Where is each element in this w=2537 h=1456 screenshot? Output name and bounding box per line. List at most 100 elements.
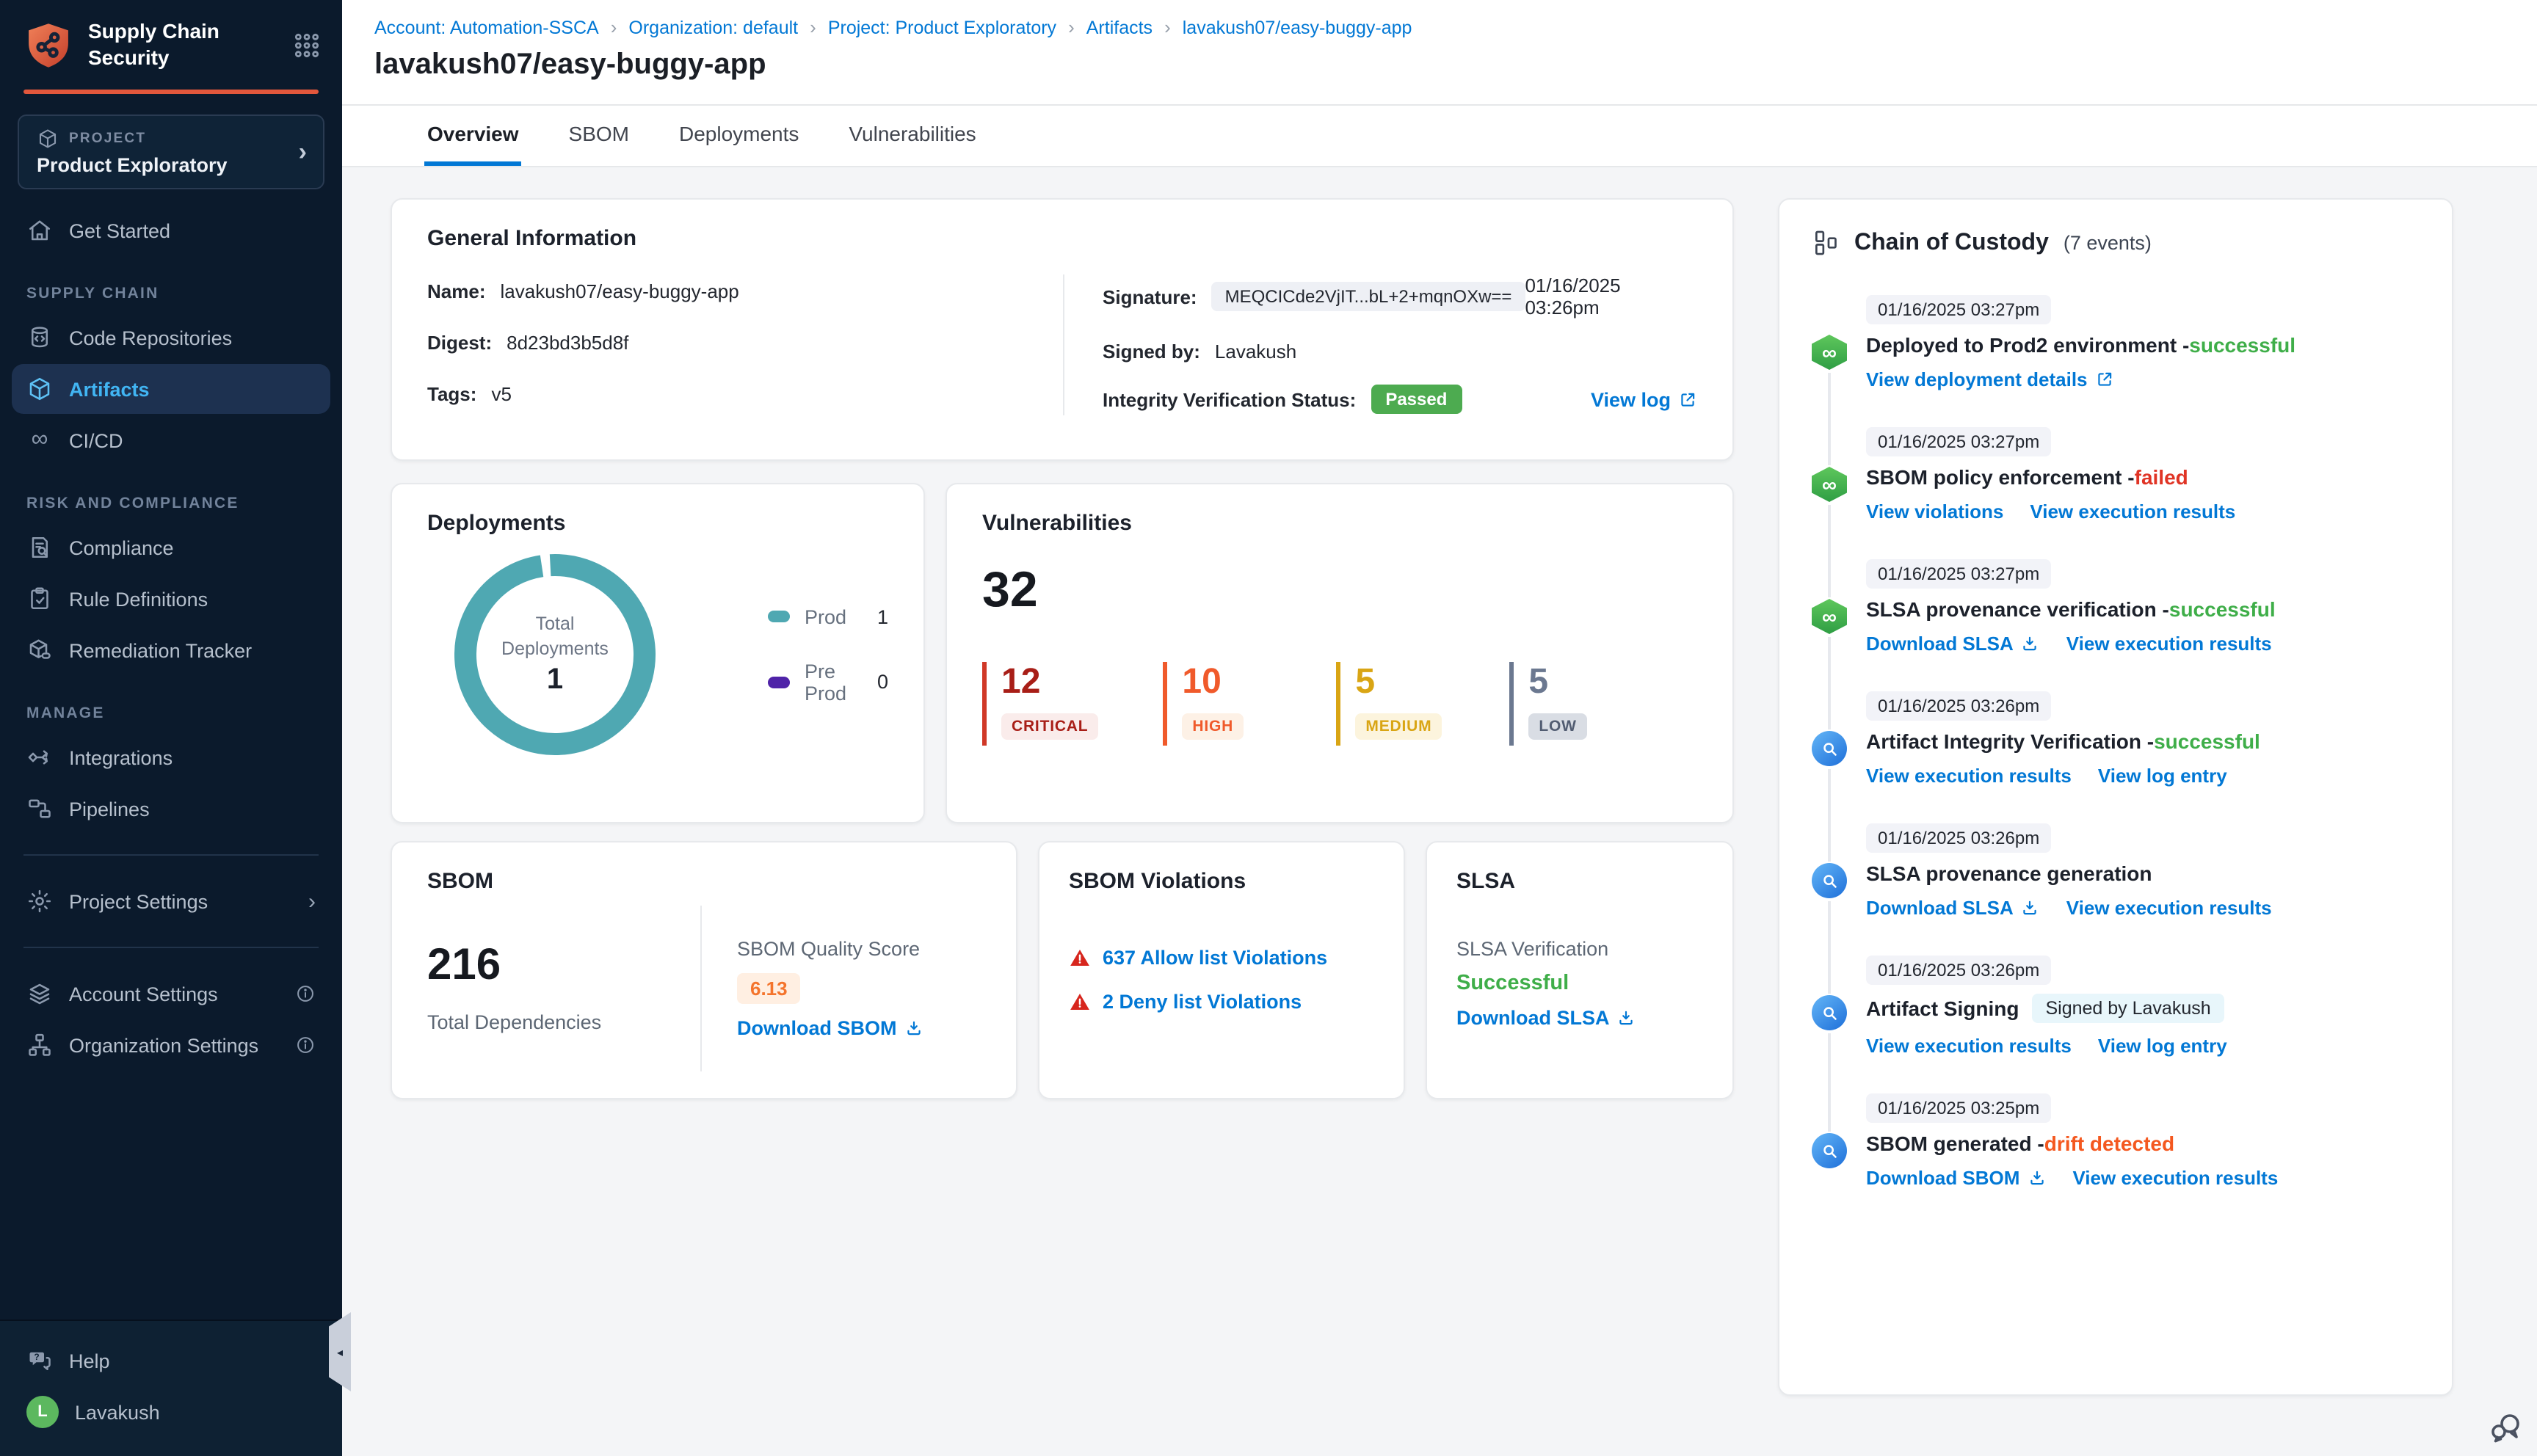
sidebar-item-artifacts[interactable]: Artifacts <box>12 364 330 414</box>
sbom-card: SBOM 216 Total Dependencies SBOM Quality… <box>391 841 1017 1099</box>
sidebar-item-label: Organization Settings <box>69 1034 259 1056</box>
tab-overview[interactable]: Overview <box>424 106 522 166</box>
tab-sbom[interactable]: SBOM <box>568 122 629 145</box>
tab-vulnerabilities[interactable]: Vulnerabilities <box>849 122 976 145</box>
card-title: SLSA <box>1456 869 1516 894</box>
breadcrumb-current[interactable]: lavakush07/easy-buggy-app <box>1182 17 1412 37</box>
event-timestamp: 01/16/2025 03:27pm <box>1866 427 2052 456</box>
breadcrumb-artifacts[interactable]: Artifacts <box>1086 17 1153 37</box>
sidebar-item-get-started[interactable]: Get Started <box>12 205 330 255</box>
sidebar-item-rule-definitions[interactable]: Rule Definitions <box>12 574 330 624</box>
content: General Information Name: lavakush07/eas… <box>342 167 2537 1456</box>
pipeline-hexagon-icon: ∞ <box>1812 467 1847 502</box>
artifact-cube-icon <box>26 376 53 402</box>
sidebar-divider <box>23 854 319 856</box>
deny-list-violations-link[interactable]: 2 Deny list Violations <box>1103 991 1302 1013</box>
prod-swatch-icon <box>768 611 790 622</box>
sidebar-user-menu[interactable]: L Lavakush <box>12 1387 330 1437</box>
event-timestamp: 01/16/2025 03:26pm <box>1866 691 2052 721</box>
view-execution-results-link[interactable]: View execution results <box>2030 500 2236 523</box>
breadcrumb-project[interactable]: Project: Product Exploratory <box>827 17 1057 37</box>
view-execution-results-link[interactable]: View execution results <box>1866 1035 2072 1057</box>
chain-events-count: (7 events) <box>2063 232 2152 254</box>
sidebar-item-help[interactable]: ? Help <box>12 1336 330 1386</box>
integrations-icon <box>26 744 53 771</box>
view-execution-results-link[interactable]: View execution results <box>2072 1167 2279 1189</box>
event-timestamp: 01/16/2025 03:26pm <box>1866 823 2052 853</box>
sidebar-item-label: Rule Definitions <box>69 588 208 610</box>
download-sbom-link[interactable]: Download SBOM <box>737 1017 981 1039</box>
download-icon <box>1617 1008 1636 1027</box>
event-timestamp: 01/16/2025 03:27pm <box>1866 559 2052 589</box>
breadcrumb: Account: Automation-SSCA › Organization:… <box>374 16 2502 38</box>
box-wrench-icon <box>26 637 53 663</box>
card-title: General Information <box>427 226 637 251</box>
sidebar-item-pipelines[interactable]: Pipelines <box>12 784 330 834</box>
sidebar-collapse-handle[interactable]: ◂ <box>329 1312 351 1391</box>
allow-list-violations-link[interactable]: 637 Allow list Violations <box>1103 947 1328 969</box>
sidebar-item-label: Help <box>69 1350 110 1372</box>
sidebar: Supply Chain Security PROJECT Product Ex… <box>0 0 342 1456</box>
svg-text:?: ? <box>34 1352 39 1362</box>
sidebar-item-organization-settings[interactable]: Organization Settings <box>12 1020 330 1070</box>
deployments-donut-chart: Total Deployments 1 <box>445 545 665 765</box>
signature-row: Signature: MEQCICde2VjIT...bL+2+mqnOXw==… <box>1103 274 1697 318</box>
sidebar-item-code-repositories[interactable]: Code Repositories <box>12 313 330 363</box>
digest-row: Digest: 8d23bd3b5d8f <box>427 326 1063 358</box>
download-slsa-link[interactable]: Download SLSA <box>1866 633 2040 655</box>
project-selector[interactable]: PROJECT Product Exploratory › <box>18 114 324 189</box>
severity-breakdown: 12 CRITICAL 10 HIGH 5 MEDIUM <box>982 662 1697 746</box>
chat-icon[interactable] <box>2489 1410 2524 1446</box>
warning-triangle-icon <box>1069 991 1091 1013</box>
deployments-legend: Prod 1 Pre Prod 0 <box>768 605 888 704</box>
severity-badge: LOW <box>1528 713 1587 740</box>
view-execution-results-link[interactable]: View execution results <box>2066 897 2272 919</box>
signed-by-row: Signed by: Lavakush <box>1103 335 1697 367</box>
allow-list-violations-row: 637 Allow list Violations <box>1069 947 1374 969</box>
view-violations-link[interactable]: View violations <box>1866 500 2004 523</box>
tab-deployments[interactable]: Deployments <box>679 122 799 145</box>
view-log-link[interactable]: View log <box>1591 388 1697 410</box>
slsa-card: SLSA SLSA Verification Successful Downlo… <box>1426 841 1734 1099</box>
event-timestamp: 01/16/2025 03:26pm <box>1866 956 2052 985</box>
preprod-swatch-icon <box>768 676 790 688</box>
event-status: successful <box>2189 333 2296 357</box>
apps-grid-icon[interactable] <box>292 30 322 59</box>
download-sbom-link[interactable]: Download SBOM <box>1866 1167 2046 1189</box>
download-slsa-link[interactable]: Download SLSA <box>1456 1007 1703 1029</box>
page-title: lavakush07/easy-buggy-app <box>374 48 766 81</box>
sidebar-item-cicd[interactable]: ∞ CI/CD <box>12 415 330 465</box>
sidebar-item-remediation-tracker[interactable]: Remediation Tracker <box>12 625 330 675</box>
chain-events-timeline: ∞ 01/16/2025 03:27pm Deployed to Prod2 e… <box>1812 295 2420 1189</box>
download-slsa-link[interactable]: Download SLSA <box>1866 897 2040 919</box>
app-title: Supply Chain Security <box>88 19 219 68</box>
breadcrumb-account[interactable]: Account: Automation-SSCA <box>374 17 599 37</box>
compliance-doc-icon <box>26 534 53 561</box>
view-log-entry-link[interactable]: View log entry <box>2097 1035 2227 1057</box>
download-icon <box>2021 634 2040 653</box>
project-name: Product Exploratory <box>37 154 228 176</box>
project-label: PROJECT <box>69 131 147 147</box>
scan-circle-icon <box>1812 863 1847 898</box>
sidebar-item-account-settings[interactable]: Account Settings <box>12 969 330 1019</box>
sidebar-item-compliance[interactable]: Compliance <box>12 523 330 572</box>
download-icon <box>2027 1168 2046 1187</box>
view-deployment-details-link[interactable]: View deployment details <box>1866 368 2114 390</box>
breadcrumb-organization[interactable]: Organization: default <box>628 17 799 37</box>
event-title: Deployed to Prod2 environment - successf… <box>1866 333 2296 357</box>
event-title: Artifact Integrity Verification - succes… <box>1866 729 2260 753</box>
event-title: Artifact Signing Signed by Lavakush <box>1866 994 2420 1023</box>
card-title: SBOM <box>427 869 493 894</box>
sidebar-item-integrations[interactable]: Integrations <box>12 732 330 782</box>
breadcrumb-separator-icon: › <box>1068 16 1075 38</box>
tags-value: v5 <box>491 382 512 404</box>
layers-icon <box>26 980 53 1007</box>
view-execution-results-link[interactable]: View execution results <box>1866 765 2072 787</box>
sidebar-item-label: Get Started <box>69 219 171 241</box>
sidebar-item-project-settings[interactable]: Project Settings › <box>12 876 330 926</box>
view-log-entry-link[interactable]: View log entry <box>2097 765 2227 787</box>
event-title: SLSA provenance generation <box>1866 862 2152 885</box>
pipelines-icon <box>26 796 53 822</box>
sidebar-footer: ? Help L Lavakush <box>0 1320 342 1456</box>
view-execution-results-link[interactable]: View execution results <box>2066 633 2272 655</box>
